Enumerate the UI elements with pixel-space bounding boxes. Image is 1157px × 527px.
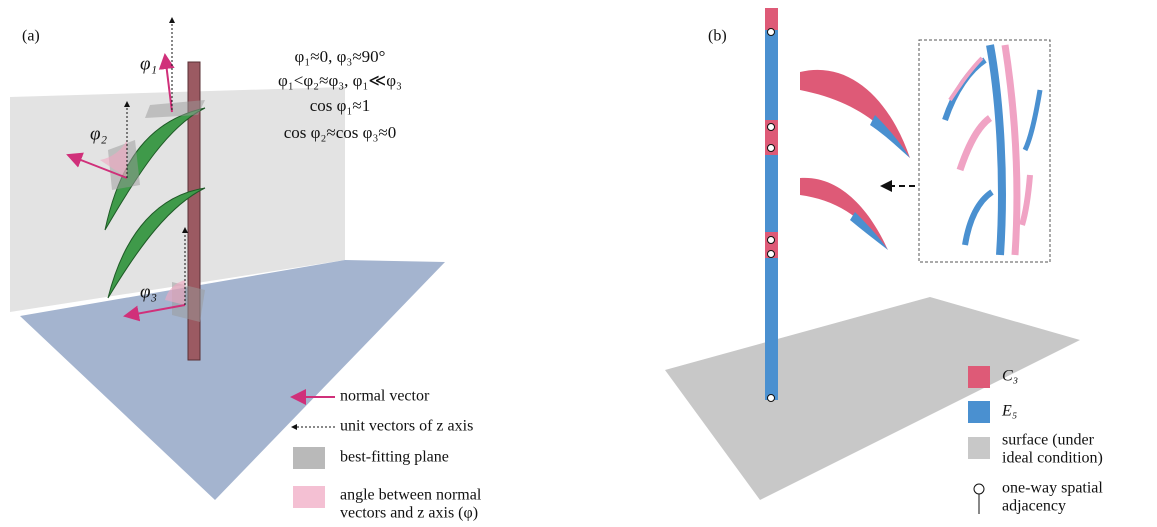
legend-symbol	[968, 366, 990, 388]
legend-symbol	[968, 401, 990, 423]
marker	[768, 145, 775, 152]
marker	[768, 395, 775, 402]
marker	[768, 29, 775, 36]
legend-symbol	[968, 437, 990, 459]
marker	[768, 251, 775, 258]
equation: cos φ₁≈1	[310, 96, 370, 115]
legend-label: vectors and z axis (φ)	[340, 505, 478, 522]
legend-symbol	[293, 447, 325, 469]
equation: φ₁≈0, φ₃≈90°	[295, 47, 386, 66]
inset	[919, 40, 1050, 262]
legend-label: angle between normal	[340, 487, 482, 504]
panel-label: (a)	[22, 28, 40, 45]
legend-label: E₅	[1001, 403, 1017, 420]
legend-label: ideal condition)	[1002, 450, 1103, 467]
stem	[765, 8, 778, 400]
panel-label: (b)	[708, 28, 727, 45]
legend-symbol	[293, 486, 325, 508]
legend-label: unit vectors of z axis	[340, 418, 473, 435]
stem-segment	[765, 8, 778, 30]
marker	[768, 237, 775, 244]
angle-label: φ₃	[140, 281, 157, 302]
legend-label: surface (under	[1002, 432, 1095, 449]
legend-label: best-fitting plane	[340, 449, 449, 466]
legend-label: C₃	[1002, 368, 1018, 385]
equation: cos φ₂≈cos φ₃≈0	[284, 123, 396, 142]
legend-symbol	[974, 484, 984, 494]
legend-label: normal vector	[340, 388, 430, 405]
leaf	[800, 70, 910, 158]
angle-label: φ₂	[90, 123, 108, 144]
angle-label: φ₁	[140, 53, 157, 74]
legend-label: adjacency	[1002, 498, 1066, 515]
figure: (a) φ₁ φ₂ φ₃ φ₁≈0, φ₃≈90° φ₁<φ₂≈φ₃, φ₁≪φ…	[0, 0, 1157, 527]
marker	[768, 124, 775, 131]
legend-label: one-way spatial	[1002, 480, 1103, 497]
surface	[665, 297, 1080, 500]
equation: φ₁<φ₂≈φ₃, φ₁≪φ₃	[278, 71, 402, 90]
